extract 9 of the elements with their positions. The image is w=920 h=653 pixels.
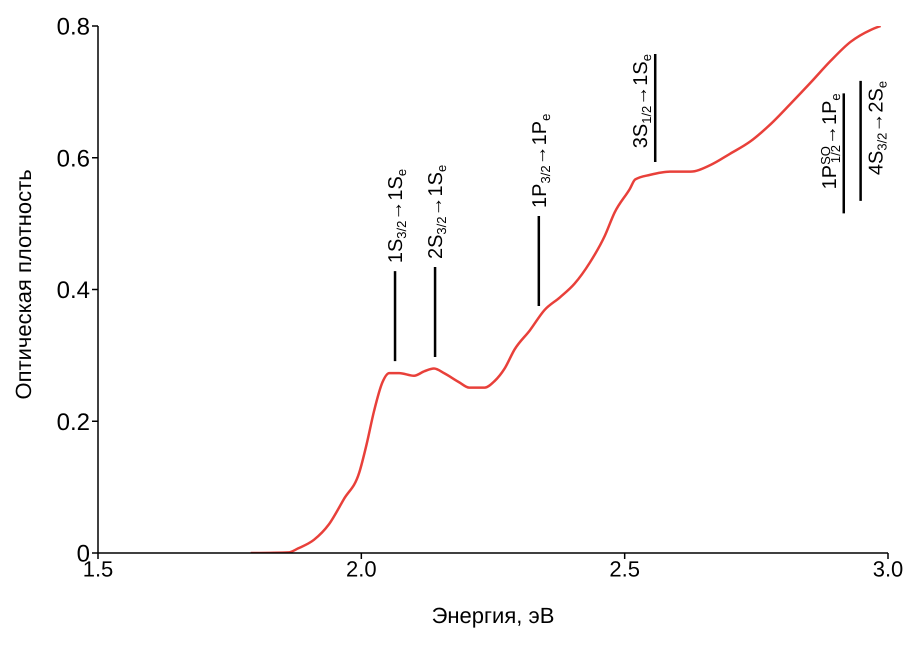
y-tick-label: 0.2 — [56, 408, 90, 436]
y-tick-label: 0.6 — [56, 145, 90, 172]
y-tick-label: 0.4 — [56, 277, 90, 304]
x-tick-label: 2.5 — [609, 556, 640, 582]
x-axis-title: Энергия, эВ — [432, 603, 554, 628]
y-axis-title: Оптическая плотность — [10, 169, 36, 400]
x-tick-label: 2.0 — [346, 556, 377, 582]
y-tick-label: 0.8 — [56, 14, 90, 41]
x-tick-label: 3.0 — [872, 556, 904, 582]
